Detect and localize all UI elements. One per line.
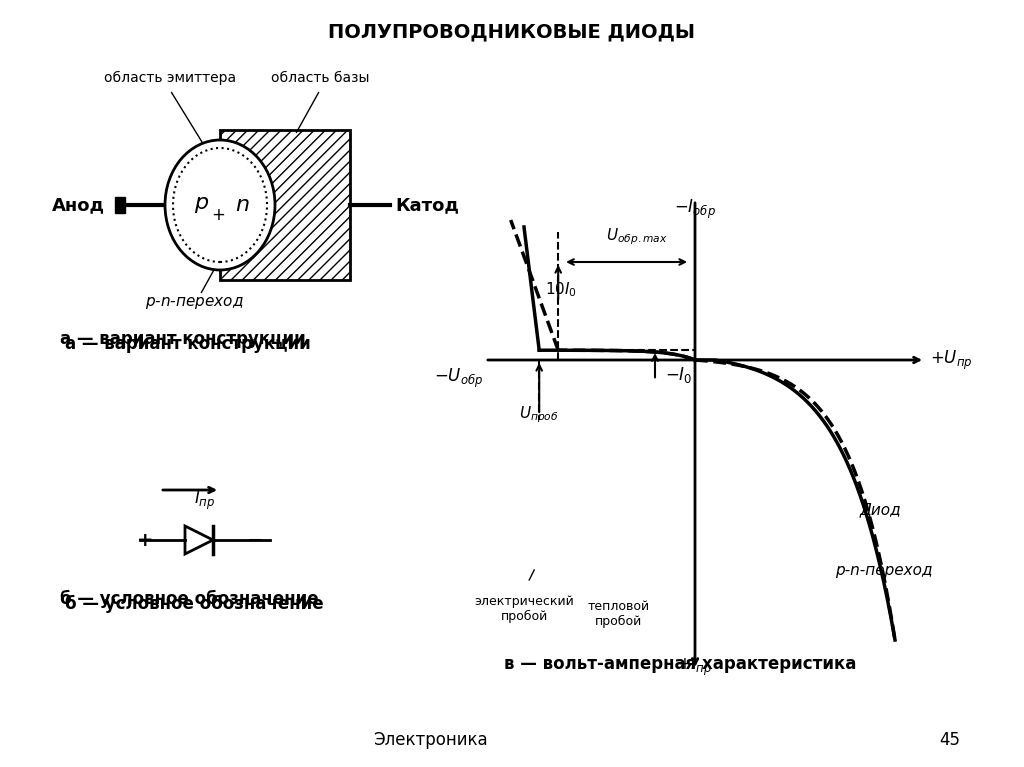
- Text: Катод: Катод: [395, 196, 459, 214]
- Text: Электроника: Электроника: [373, 731, 487, 749]
- Text: электрический
пробой: электрический пробой: [474, 595, 574, 623]
- Bar: [115, 197, 125, 213]
- Text: а — вариант конструкции: а — вариант конструкции: [65, 335, 310, 353]
- Ellipse shape: [165, 140, 275, 270]
- Text: тепловой
пробой: тепловой пробой: [588, 600, 650, 628]
- Text: $-I_0$: $-I_0$: [665, 365, 692, 385]
- Text: −: −: [247, 531, 263, 549]
- Text: $p$: $p$: [195, 195, 210, 215]
- Text: область эмиттера: область эмиттера: [104, 71, 237, 85]
- Text: +: +: [137, 531, 154, 549]
- Text: б — условное обозначение: б — условное обозначение: [60, 590, 318, 608]
- Text: p-n-переход: p-n-переход: [835, 562, 933, 578]
- Text: $p$-$n$-переход: $p$-$n$-переход: [145, 295, 244, 311]
- Text: $I_{пр}$: $I_{пр}$: [195, 489, 216, 512]
- Text: в — вольт-амперная характеристика: в — вольт-амперная характеристика: [504, 655, 856, 673]
- Text: $+I_{пр}$: $+I_{пр}$: [677, 655, 713, 678]
- Text: ПОЛУПРОВОДНИКОВЫЕ ДИОДЫ: ПОЛУПРОВОДНИКОВЫЕ ДИОДЫ: [329, 22, 695, 41]
- Text: +: +: [211, 206, 225, 224]
- Text: а — вариант конструкции: а — вариант конструкции: [60, 330, 306, 348]
- Text: $n$: $n$: [234, 195, 249, 215]
- Text: $-I_{обр}$: $-I_{обр}$: [674, 198, 716, 221]
- Text: $10I_0$: $10I_0$: [546, 281, 578, 299]
- Text: б — условное обозначение: б — условное обозначение: [65, 595, 324, 613]
- Text: $+U_{пр}$: $+U_{пр}$: [930, 348, 973, 371]
- Text: 45: 45: [939, 731, 961, 749]
- Text: $U_{обр.max}$: $U_{обр.max}$: [605, 226, 668, 247]
- Text: область базы: область базы: [270, 71, 370, 85]
- Text: Анод: Анод: [52, 196, 105, 214]
- Bar: [220, 130, 350, 280]
- Text: $-U_{обр}$: $-U_{обр}$: [434, 367, 483, 390]
- Text: $U_{проб}$: $U_{проб}$: [519, 404, 559, 425]
- Text: Диод: Диод: [860, 502, 901, 518]
